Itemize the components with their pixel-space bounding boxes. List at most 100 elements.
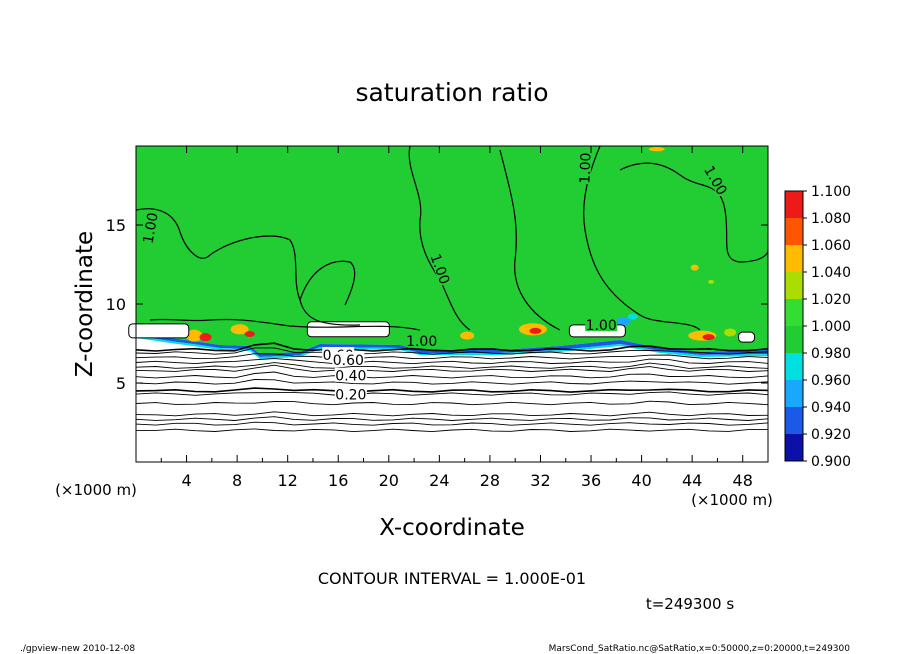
colorbar-label-8: 1.060 — [811, 238, 851, 254]
blob-9 — [724, 328, 737, 337]
contour-label-bg-0 — [139, 210, 159, 245]
contour-lower-8 — [135, 387, 769, 393]
contour-lower-14 — [136, 428, 768, 433]
contour-1-00-6 — [149, 318, 421, 331]
pocket-3 — [738, 331, 756, 343]
colorbar-label-1: 0.920 — [811, 427, 851, 443]
contour-lower-11 — [135, 411, 769, 417]
blob-5 — [529, 327, 542, 334]
contour-label-bg-4 — [405, 332, 438, 347]
blob-8 — [460, 331, 475, 340]
contour-lower-3 — [135, 358, 769, 365]
x-tick-label-2: 12 — [278, 471, 298, 490]
colorbar-label-2: 0.940 — [811, 400, 851, 416]
contour-1-00-3 — [499, 149, 561, 331]
time-label: t=249300 s — [646, 595, 734, 613]
contour-1-00-4 — [583, 145, 701, 331]
contour-label-bg-9 — [334, 386, 367, 401]
contour-label-bg-7 — [332, 351, 365, 366]
contour-label-0: 1.00 — [141, 211, 162, 244]
colorbar-swatch-7 — [785, 245, 803, 272]
blob-14 — [648, 147, 665, 152]
x-tick-label-7: 32 — [530, 471, 550, 490]
contour-label-bg-8 — [334, 367, 367, 382]
blob-11 — [627, 313, 638, 320]
y-tick-label-1: 10 — [106, 295, 126, 314]
colorbar-swatch-0 — [785, 434, 803, 461]
colorbar-swatch-6 — [785, 272, 803, 299]
contour-lower-12 — [135, 416, 769, 421]
footer-right: MarsCond_SatRatio.nc@SatRatio,x=0:50000,… — [549, 644, 851, 654]
cyan-band — [136, 336, 768, 359]
x-tick-label-3: 16 — [328, 471, 348, 490]
blob-3 — [244, 331, 255, 338]
colorbar-label-10: 1.100 — [811, 184, 851, 200]
contour-label-bg-5 — [585, 317, 618, 332]
contour-lower-6 — [135, 371, 769, 379]
colorbar-label-5: 1.000 — [811, 319, 851, 335]
contour-lower-4 — [135, 362, 769, 369]
x-tick-label-0: 4 — [181, 471, 191, 490]
contour-label-5: 1.00 — [586, 318, 617, 334]
colorbar-swatch-3 — [785, 353, 803, 380]
contour-lower-0 — [135, 342, 769, 352]
contour-1-00-2 — [408, 145, 471, 331]
y-tick-label-2: 15 — [106, 216, 126, 235]
colorbar-swatch-9 — [785, 191, 803, 218]
pocket-1 — [306, 321, 390, 338]
contour-lower-5 — [135, 364, 769, 373]
x-tick-label-10: 44 — [682, 471, 702, 490]
contour-lower-9 — [135, 391, 769, 396]
x-axis-label: X-coordinate — [379, 515, 525, 541]
blob-13 — [708, 279, 715, 284]
x-tick-label-6: 28 — [480, 471, 500, 490]
contour-lines — [135, 145, 769, 433]
contour-label-bg-2 — [576, 151, 592, 185]
footer-left: ./gpview-new 2010-12-08 — [20, 644, 135, 654]
colorbar-swatch-2 — [785, 380, 803, 407]
y-axis-label: Z-coordinate — [72, 231, 98, 377]
plot-area — [128, 146, 768, 462]
contour-label-7: 0.60 — [333, 353, 364, 369]
colorbar-label-7: 1.040 — [811, 265, 851, 281]
x-axis: 4 8 12 16 20 24 28 32 36 40 44 48 — [160, 146, 753, 490]
contour-label-bg-3 — [702, 162, 731, 198]
y-tick-label-0: 5 — [116, 374, 126, 393]
contour-lower-7 — [135, 379, 769, 385]
colorbar-label-6: 1.020 — [811, 292, 851, 308]
contour-interval-text: CONTOUR INTERVAL = 1.000E-01 — [318, 569, 586, 588]
blob-7 — [702, 334, 715, 341]
contour-1-00-5 — [619, 162, 769, 263]
contour-label-8: 0.40 — [335, 369, 366, 385]
x-tick-label-5: 24 — [429, 471, 449, 490]
chart-title: saturation ratio — [355, 78, 548, 107]
colorbar-swatch-1 — [785, 407, 803, 434]
blob-12 — [690, 264, 699, 271]
blob-0 — [186, 329, 203, 342]
x-tick-label-9: 40 — [631, 471, 651, 490]
pocket-0 — [128, 323, 190, 339]
contour-lower-2 — [135, 353, 769, 360]
contour-label-4: 1.00 — [406, 334, 437, 350]
colorbar-label-0: 0.900 — [811, 454, 851, 470]
colorbar: 0.900 0.920 0.940 0.960 0.980 1.000 1.020 1.040… — [784, 184, 851, 470]
blob-10 — [614, 317, 631, 326]
contour-label-2: 1.00 — [577, 152, 594, 184]
colorbar-swatch-4 — [785, 326, 803, 353]
contour-lower-1 — [135, 347, 769, 355]
x-unit-right: (×1000 m) — [691, 491, 773, 509]
contour-label-bg-1 — [429, 251, 454, 286]
x-unit-left: (×1000 m) — [55, 481, 137, 499]
blob-2 — [230, 324, 249, 335]
low-band — [136, 332, 768, 357]
x-tick-label-4: 20 — [379, 471, 399, 490]
contour-lower-10 — [135, 400, 769, 406]
x-tick-label-1: 8 — [232, 471, 242, 490]
contour-lower-13 — [135, 421, 769, 426]
y-axis: 5 10 15 — [106, 216, 768, 393]
x-tick-label-11: 48 — [733, 471, 753, 490]
colorbar-label-3: 0.960 — [811, 373, 851, 389]
colorbar-label-4: 0.980 — [811, 346, 851, 362]
contour-label-9: 0.20 — [335, 388, 366, 404]
